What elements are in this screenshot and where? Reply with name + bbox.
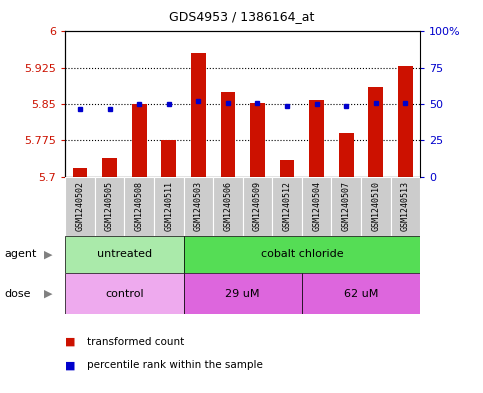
Text: 62 uM: 62 uM [344,289,378,299]
Text: ▶: ▶ [43,289,52,299]
Bar [339,133,354,177]
Bar [125,177,154,236]
Bar [309,100,324,177]
Bar [302,273,420,314]
Bar [302,177,331,236]
Bar [65,273,184,314]
Text: GDS4953 / 1386164_at: GDS4953 / 1386164_at [169,10,314,23]
Text: GSM1240507: GSM1240507 [342,181,351,231]
Bar [280,160,295,177]
Text: control: control [105,289,143,299]
Text: GSM1240511: GSM1240511 [164,181,173,231]
Bar [184,236,420,273]
Text: 29 uM: 29 uM [226,289,260,299]
Bar [361,177,391,236]
Text: GSM1240503: GSM1240503 [194,181,203,231]
Text: GSM1240509: GSM1240509 [253,181,262,231]
Text: cobalt chloride: cobalt chloride [260,250,343,259]
Text: GSM1240506: GSM1240506 [224,181,232,231]
Text: GSM1240508: GSM1240508 [135,181,143,231]
Bar [161,140,176,177]
Text: GSM1240513: GSM1240513 [401,181,410,231]
Bar [154,177,184,236]
Text: GSM1240504: GSM1240504 [312,181,321,231]
Bar [213,177,242,236]
Text: GSM1240510: GSM1240510 [371,181,380,231]
Bar [184,273,302,314]
Text: ▶: ▶ [43,250,52,259]
Bar [95,177,125,236]
Bar [242,177,272,236]
Bar [391,177,420,236]
Bar [369,87,383,177]
Bar [221,92,235,177]
Text: GSM1240512: GSM1240512 [283,181,292,231]
Text: GSM1240502: GSM1240502 [75,181,85,231]
Bar [102,158,117,177]
Bar [191,53,206,177]
Text: untreated: untreated [97,250,152,259]
Bar [132,104,146,177]
Bar [272,177,302,236]
Text: percentile rank within the sample: percentile rank within the sample [87,360,263,371]
Text: ■: ■ [65,360,76,371]
Text: agent: agent [5,250,37,259]
Text: dose: dose [5,289,31,299]
Text: ■: ■ [65,337,76,347]
Bar [72,168,87,177]
Bar [250,103,265,177]
Bar [65,236,184,273]
Text: transformed count: transformed count [87,337,184,347]
Bar [184,177,213,236]
Bar [331,177,361,236]
Bar [65,177,95,236]
Bar [398,66,413,177]
Text: GSM1240505: GSM1240505 [105,181,114,231]
